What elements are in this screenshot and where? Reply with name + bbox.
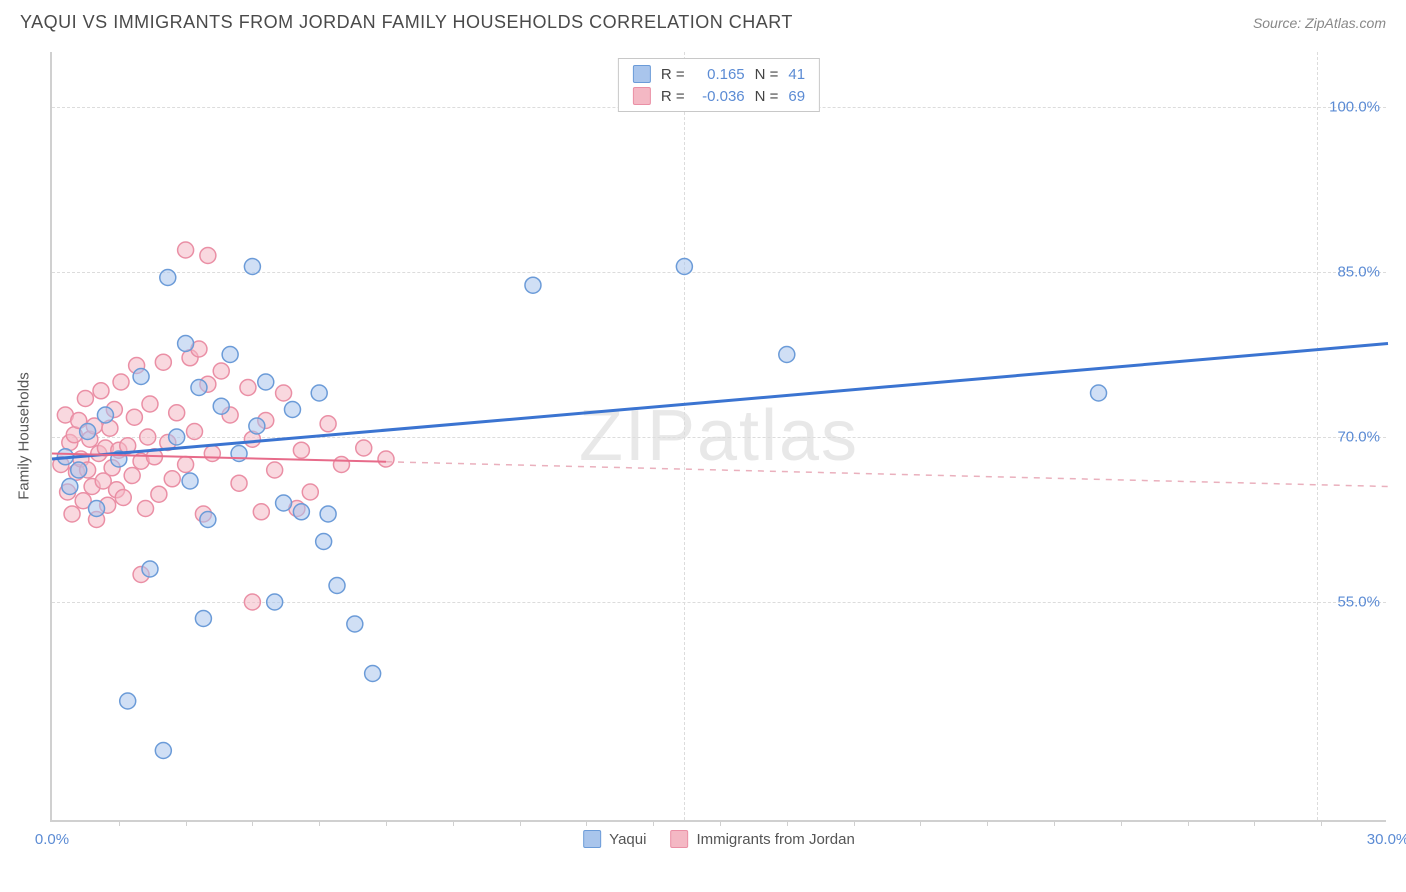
scatter-point	[276, 495, 292, 511]
scatter-point	[329, 578, 345, 594]
scatter-point	[213, 398, 229, 414]
scatter-point	[169, 429, 185, 445]
scatter-point	[320, 416, 336, 432]
scatter-point	[124, 468, 140, 484]
n-label: N =	[755, 88, 779, 105]
scatter-point	[240, 380, 256, 396]
scatter-point	[249, 418, 265, 434]
scatter-point	[142, 396, 158, 412]
x-tick-label: 0.0%	[35, 831, 69, 848]
scatter-point	[204, 446, 220, 462]
scatter-point	[347, 616, 363, 632]
scatter-plot-svg	[52, 52, 1386, 820]
scatter-point	[155, 743, 171, 759]
scatter-point	[160, 270, 176, 286]
scatter-point	[244, 594, 260, 610]
scatter-point	[182, 473, 198, 489]
x-tick-label: 30.0%	[1367, 831, 1406, 848]
legend-label-1: Yaqui	[609, 831, 646, 848]
scatter-point	[365, 666, 381, 682]
y-axis-label: Family Households	[16, 372, 33, 500]
scatter-point	[77, 391, 93, 407]
scatter-point	[311, 385, 327, 401]
scatter-point	[267, 594, 283, 610]
scatter-point	[169, 405, 185, 421]
scatter-point	[187, 424, 203, 440]
source-attribution: Source: ZipAtlas.com	[1253, 15, 1386, 31]
scatter-point	[62, 479, 78, 495]
scatter-point	[333, 457, 349, 473]
scatter-point	[89, 501, 105, 517]
r-label: R =	[661, 88, 685, 105]
scatter-point	[293, 442, 309, 458]
scatter-point	[200, 512, 216, 528]
scatter-point	[97, 407, 113, 423]
n-value-1: 41	[788, 66, 805, 83]
scatter-point	[71, 462, 87, 478]
r-label: R =	[661, 66, 685, 83]
scatter-point	[80, 424, 96, 440]
scatter-point	[93, 383, 109, 399]
scatter-point	[164, 471, 180, 487]
r-value-1: 0.165	[695, 66, 745, 83]
scatter-point	[320, 506, 336, 522]
scatter-point	[133, 369, 149, 385]
regression-line-dashed	[386, 462, 1388, 487]
legend-item-1: Yaqui	[583, 830, 646, 848]
scatter-point	[267, 462, 283, 478]
legend-swatch-1	[583, 830, 601, 848]
scatter-point	[120, 693, 136, 709]
scatter-point	[779, 347, 795, 363]
scatter-point	[151, 486, 167, 502]
scatter-point	[142, 561, 158, 577]
legend-swatch-2	[670, 830, 688, 848]
stats-row-series-2: R = -0.036 N = 69	[633, 85, 805, 107]
scatter-point	[316, 534, 332, 550]
bottom-legend: Yaqui Immigrants from Jordan	[583, 830, 855, 848]
scatter-point	[178, 336, 194, 352]
scatter-point	[231, 475, 247, 491]
scatter-point	[222, 347, 238, 363]
scatter-point	[525, 277, 541, 293]
scatter-point	[356, 440, 372, 456]
scatter-point	[378, 451, 394, 467]
scatter-point	[195, 611, 211, 627]
scatter-point	[213, 363, 229, 379]
chart-container: Family Households ZIPatlas 55.0%70.0%85.…	[50, 52, 1386, 822]
scatter-point	[113, 374, 129, 390]
scatter-point	[676, 259, 692, 275]
correlation-stats-box: R = 0.165 N = 41 R = -0.036 N = 69	[618, 58, 820, 112]
scatter-point	[126, 409, 142, 425]
scatter-point	[64, 506, 80, 522]
legend-label-2: Immigrants from Jordan	[696, 831, 854, 848]
scatter-point	[155, 354, 171, 370]
regression-line-solid	[52, 344, 1388, 460]
scatter-point	[140, 429, 156, 445]
scatter-point	[191, 380, 207, 396]
scatter-point	[1091, 385, 1107, 401]
scatter-point	[276, 385, 292, 401]
stats-row-series-1: R = 0.165 N = 41	[633, 63, 805, 85]
scatter-point	[178, 242, 194, 258]
scatter-point	[253, 504, 269, 520]
scatter-point	[138, 501, 154, 517]
scatter-point	[178, 457, 194, 473]
scatter-point	[200, 248, 216, 264]
stats-swatch-2	[633, 87, 651, 105]
n-label: N =	[755, 66, 779, 83]
scatter-point	[258, 374, 274, 390]
scatter-point	[115, 490, 131, 506]
scatter-point	[302, 484, 318, 500]
n-value-2: 69	[788, 88, 805, 105]
plot-area: Family Households ZIPatlas 55.0%70.0%85.…	[50, 52, 1386, 822]
r-value-2: -0.036	[695, 88, 745, 105]
legend-item-2: Immigrants from Jordan	[670, 830, 854, 848]
chart-title: YAQUI VS IMMIGRANTS FROM JORDAN FAMILY H…	[20, 12, 793, 33]
stats-swatch-1	[633, 65, 651, 83]
scatter-point	[244, 259, 260, 275]
scatter-point	[284, 402, 300, 418]
scatter-point	[293, 504, 309, 520]
